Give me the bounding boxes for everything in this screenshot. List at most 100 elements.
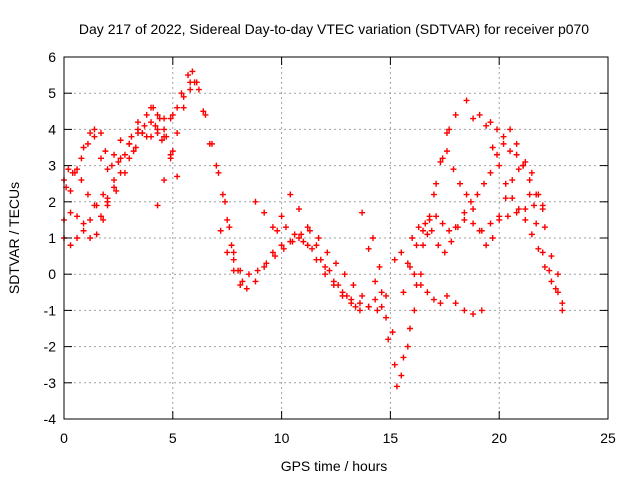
data-point <box>378 289 385 296</box>
data-point <box>126 155 133 162</box>
data-point <box>422 220 429 227</box>
data-point <box>243 285 250 292</box>
data-point <box>174 104 181 111</box>
data-point <box>226 224 233 231</box>
y-tick-label: 5 <box>48 85 56 101</box>
data-point <box>161 177 168 184</box>
series-track-2 <box>61 79 246 285</box>
data-point <box>115 158 122 165</box>
series-track-10 <box>274 224 359 310</box>
data-point <box>463 97 470 104</box>
data-point <box>420 242 427 249</box>
data-point <box>100 216 107 223</box>
data-point <box>406 325 413 332</box>
series-track-13 <box>391 249 485 318</box>
data-point <box>296 235 303 241</box>
y-tick-label: -2 <box>44 339 57 355</box>
data-point <box>154 111 161 118</box>
data-point <box>104 202 111 209</box>
data-point <box>417 282 424 289</box>
data-point <box>167 151 174 158</box>
data-point <box>237 282 244 289</box>
data-point <box>470 206 477 213</box>
data-point <box>483 242 490 249</box>
data-point <box>433 213 440 220</box>
data-point <box>411 307 418 314</box>
data-point <box>531 202 538 209</box>
data-point <box>148 133 155 140</box>
data-point <box>378 303 385 310</box>
data-point <box>443 292 450 299</box>
data-point <box>541 224 548 231</box>
data-point <box>391 256 398 263</box>
data-point <box>65 166 72 173</box>
data-point <box>87 130 94 137</box>
data-point <box>504 213 511 220</box>
data-point <box>383 314 390 321</box>
data-point <box>515 206 522 213</box>
data-point <box>359 209 366 216</box>
data-point <box>224 216 231 223</box>
data-point <box>400 289 407 296</box>
data-point <box>341 271 348 278</box>
data-point <box>213 162 220 169</box>
data-point <box>343 292 350 299</box>
data-point <box>228 242 235 249</box>
data-point <box>461 216 468 223</box>
data-point <box>117 137 124 144</box>
data-point <box>219 191 226 198</box>
data-point <box>526 177 533 184</box>
data-point <box>117 155 124 162</box>
data-point <box>195 86 202 93</box>
data-point <box>393 383 400 390</box>
data-point <box>500 140 507 147</box>
data-point <box>437 300 444 307</box>
data-point <box>84 140 91 147</box>
data-point <box>291 231 298 238</box>
data-point <box>430 296 437 303</box>
data-point <box>289 238 296 245</box>
data-point <box>500 133 507 140</box>
data-point <box>154 126 161 133</box>
data-point <box>509 177 516 184</box>
data-point <box>224 249 231 256</box>
data-layer <box>61 68 566 390</box>
y-tick-label: 1 <box>48 230 56 246</box>
data-point <box>526 191 533 198</box>
data-point <box>322 271 329 278</box>
series-track-7 <box>217 227 385 310</box>
data-point <box>467 198 474 205</box>
data-point <box>409 235 416 241</box>
data-point <box>158 137 165 144</box>
y-tick-label: -4 <box>44 411 57 427</box>
data-point <box>389 329 396 336</box>
data-point <box>446 126 453 133</box>
data-point <box>483 122 490 129</box>
data-point <box>487 169 494 176</box>
x-tick-label: 5 <box>169 430 177 446</box>
y-tick-label: -1 <box>44 302 57 318</box>
data-point <box>433 180 440 187</box>
data-point <box>185 72 192 79</box>
data-point <box>507 126 514 133</box>
data-point <box>424 231 431 238</box>
data-point <box>304 224 311 231</box>
data-point <box>528 169 535 176</box>
data-point <box>374 307 381 314</box>
data-point <box>487 220 494 227</box>
series-track-14 <box>400 202 546 296</box>
x-axis-ticks: 0 5 10 15 20 25 <box>60 57 616 446</box>
data-point <box>541 263 548 270</box>
data-point <box>552 285 559 292</box>
data-point <box>515 166 522 173</box>
data-point <box>435 242 442 249</box>
data-point <box>272 253 279 260</box>
data-point <box>298 231 305 238</box>
data-point <box>522 158 529 165</box>
data-point <box>148 104 155 111</box>
data-point <box>261 263 268 270</box>
data-point <box>143 111 150 118</box>
data-point <box>93 202 100 209</box>
series-track-15 <box>409 126 566 314</box>
